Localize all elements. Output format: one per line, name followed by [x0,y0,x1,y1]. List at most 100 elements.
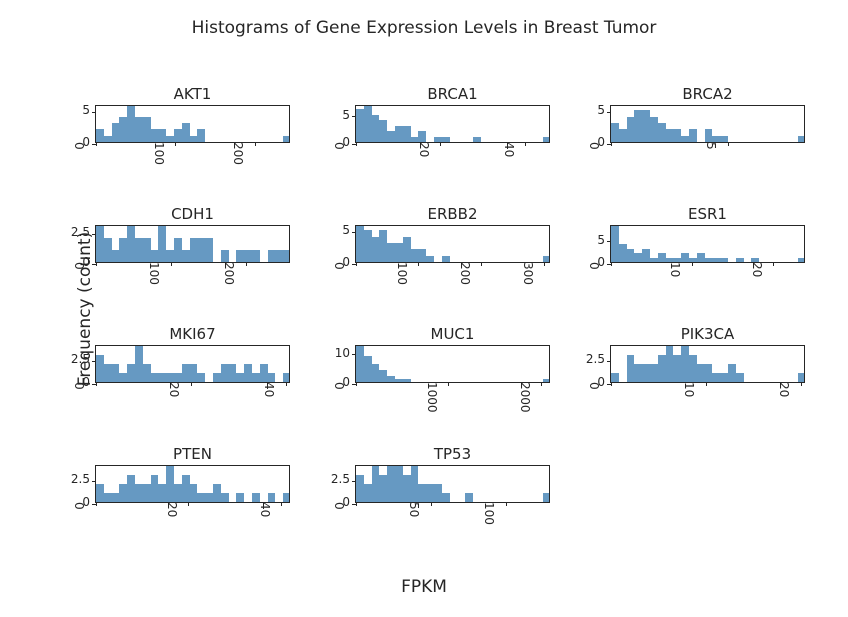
xtick-label: 100 [395,262,413,285]
bar [627,117,635,142]
panel-mki67: MKI6702.502040 [95,345,290,383]
xtick-mark [246,262,247,266]
bar [151,129,159,142]
bar [689,258,697,262]
bar [418,249,426,262]
histogram-bars [611,106,804,142]
bar [634,364,642,382]
xtick-mark [611,142,612,146]
global-xlabel: FPKM [0,577,848,597]
panel-esr1: ESR10501020 [610,225,805,263]
bar [96,355,104,382]
bar [143,238,151,262]
bar [736,373,744,382]
xtick-mark [286,382,287,386]
bar [158,373,166,382]
bar [190,364,198,382]
bar [728,364,736,382]
bar [658,123,666,142]
bar [143,364,151,382]
bar [151,250,159,262]
bar [387,466,395,502]
bar [135,484,143,502]
bar [720,258,728,262]
histogram-bars [96,106,289,142]
bar [705,364,713,382]
bar [127,106,135,142]
xtick-label: 0 [332,382,350,390]
ytick-label: 2.5 [71,352,96,366]
histogram-bars [96,226,289,262]
xtick-mark [96,502,97,506]
bar [712,373,720,382]
bar [127,364,135,382]
bar [143,117,151,142]
panel-title: TP53 [355,445,550,463]
bar [379,370,387,382]
xtick-label: 50 [407,502,425,517]
bar [213,373,221,382]
bar [442,256,450,262]
xtick-label: 40 [502,142,520,157]
bar [197,129,205,142]
xtick-label: 0 [332,142,350,150]
bar [268,493,276,502]
histogram-bars [356,106,549,142]
bar [174,373,182,382]
histogram-bars [356,226,549,262]
bar [213,484,221,502]
ytick-label: 5 [597,233,611,247]
bar [356,475,364,502]
xtick-mark [706,382,707,386]
bar [221,364,229,382]
panel-tp53: TP5302.5050100 [355,465,550,503]
bar [642,249,650,262]
bar [712,258,720,262]
panel-title: CDH1 [95,205,290,223]
bar [283,373,289,382]
xtick-mark [356,262,357,266]
axes: 02.5050100 [355,465,550,503]
xtick-label: 1000 [425,382,443,413]
bar [119,117,127,142]
ytick-label: 5 [597,103,611,117]
bar [96,129,104,142]
panel-title: MUC1 [355,325,550,343]
xtick-mark [692,262,693,266]
figure-suptitle: Histograms of Gene Expression Levels in … [0,18,848,38]
bar [182,364,190,382]
xtick-label: 5 [704,142,722,150]
panel-erbb2: ERBB2050100200300 [355,225,550,263]
axes: 02.502040 [95,345,290,383]
bar [395,126,403,142]
bar [112,250,120,262]
panel-muc1: MUC1010010002000 [355,345,550,383]
bar [379,120,387,142]
ytick-label: 5 [342,108,356,122]
xtick-label: 20 [167,382,185,397]
bar [619,129,627,142]
bar [260,364,268,382]
bar [190,484,198,502]
bar [135,238,143,262]
bar [364,484,372,502]
bar [197,373,205,382]
xtick-label: 40 [258,502,276,517]
bar [166,250,174,262]
bar [197,238,205,262]
bar [112,123,120,142]
bar [221,493,229,502]
ytick-label: 5 [342,223,356,237]
bar [673,129,681,142]
bar [426,256,434,262]
panel-title: PTEN [95,445,290,463]
bar [182,123,190,142]
xtick-label: 0 [587,142,605,150]
panel-title: BRCA1 [355,85,550,103]
xtick-mark [191,382,192,386]
xtick-mark [481,262,482,266]
xtick-label: 20 [165,502,183,517]
bar [543,379,549,382]
bar [642,110,650,142]
bar [143,484,151,502]
